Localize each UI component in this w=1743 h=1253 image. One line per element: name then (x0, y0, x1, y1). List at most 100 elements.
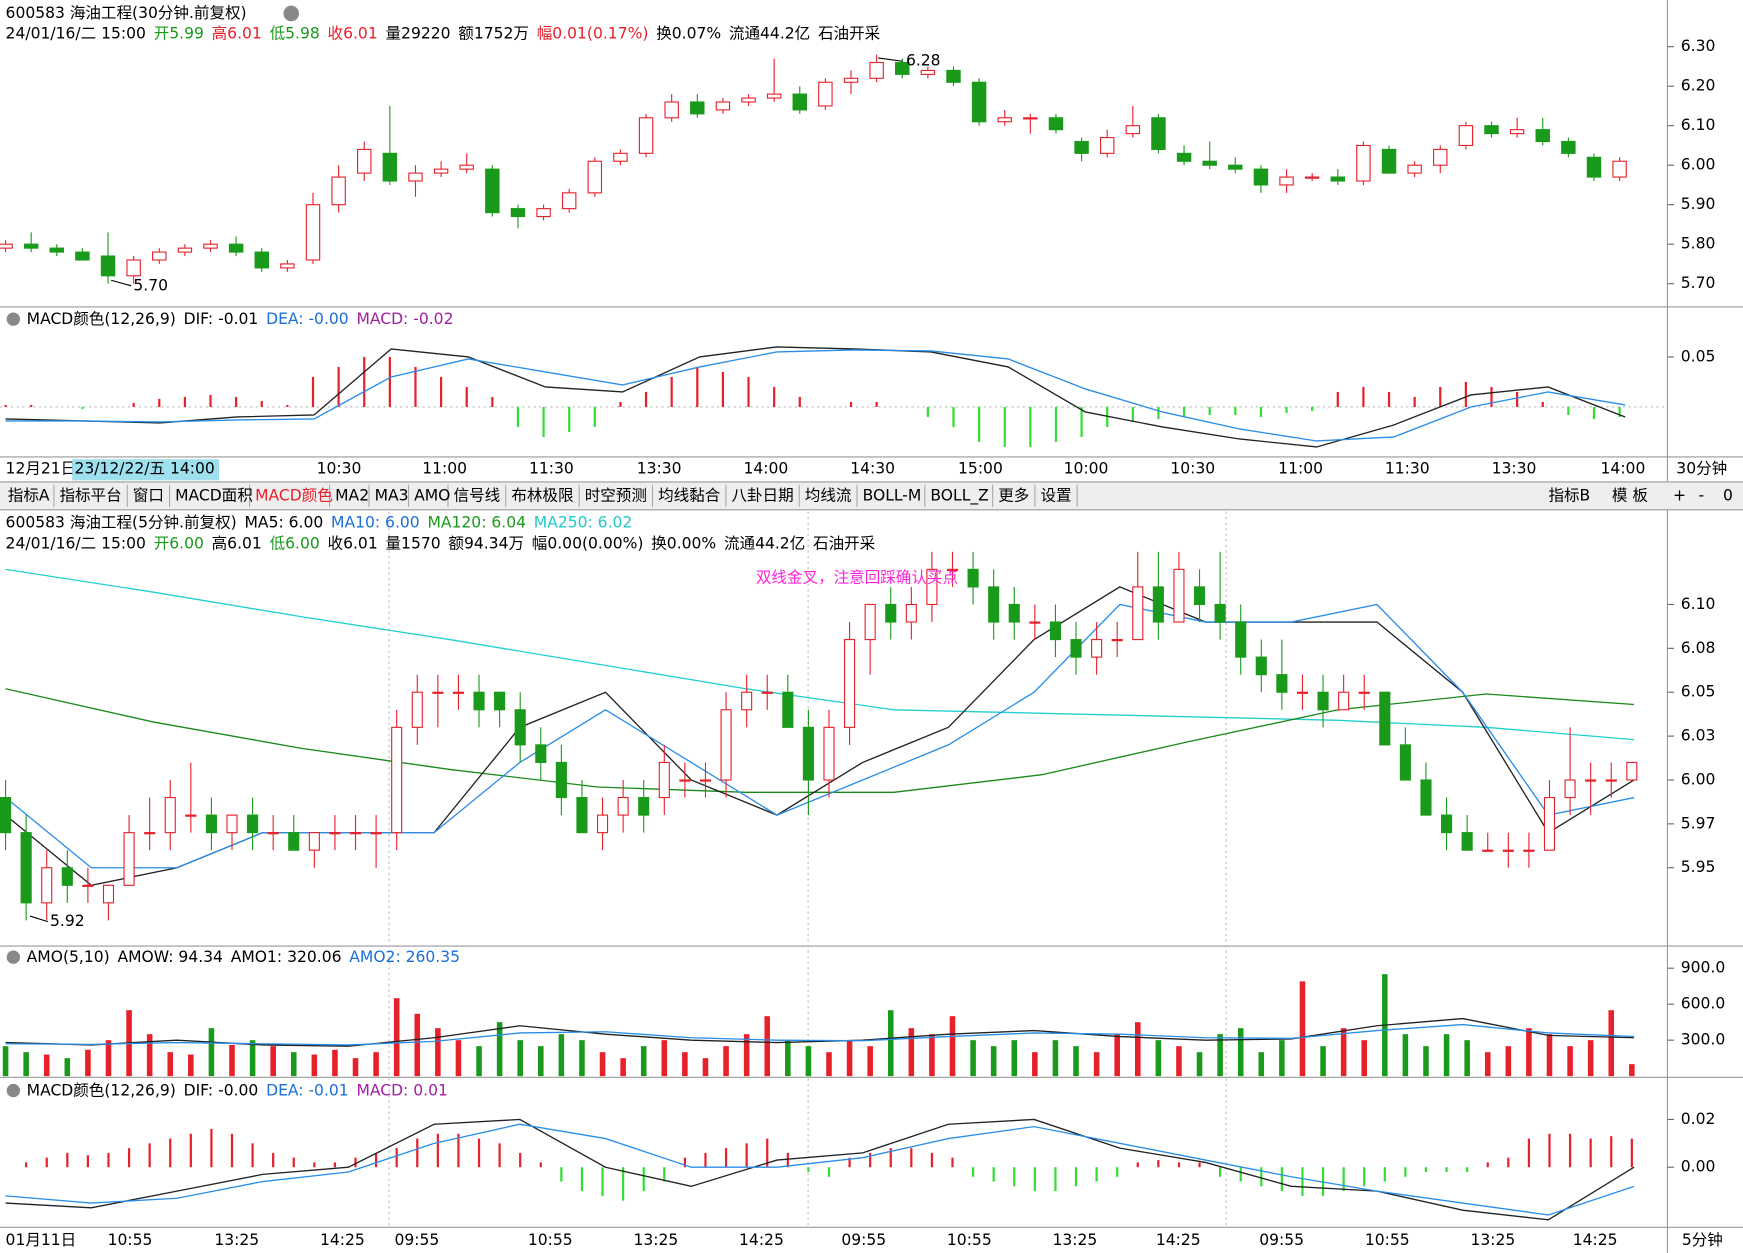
toolbar-button[interactable]: 更多 (998, 486, 1029, 504)
y-tick-label: 6.30 (1681, 37, 1716, 55)
toolbar-button[interactable]: MA3 (375, 486, 409, 504)
volume-bar (373, 1052, 379, 1077)
panel-icon[interactable] (6, 312, 21, 326)
volume-bar (579, 1040, 585, 1077)
toolbar-button[interactable]: 均线黏合 (658, 486, 721, 504)
candle-body (1564, 779, 1576, 799)
high-pointer (878, 57, 903, 62)
toolbar-button[interactable]: 窗口 (133, 486, 164, 504)
y-tick-label: 6.10 (1681, 116, 1716, 134)
candle-body (1048, 117, 1064, 131)
candle-body (1543, 796, 1556, 851)
header-row: 24/01/16/二 15:00 开6.00 高6.01 低6.00 收6.01 量157… (6, 534, 876, 552)
toolbar-button[interactable]: 0 (1723, 486, 1733, 504)
candle-body (1535, 129, 1550, 143)
toolbar-button[interactable]: BOLL_Z (930, 486, 988, 505)
candle-body (823, 726, 835, 781)
candle-body (1433, 148, 1448, 166)
header-row: 600583 海油工程(5分钟.前复权) MA5: 6.00 MA10: 6.00 M… (6, 513, 633, 531)
candle-body (1441, 814, 1453, 834)
y-tick-label: 0.05 (1681, 347, 1716, 365)
toolbar-button[interactable]: 设置 (1040, 486, 1071, 504)
volume-bar (887, 1010, 894, 1077)
y-tick-label: 6.10 (1681, 595, 1716, 613)
volume-bar (1258, 1052, 1265, 1077)
x-tick-label: 13:25 (1053, 1231, 1098, 1249)
candle-body (152, 251, 167, 261)
toolbar-button[interactable]: 八卦日期 (731, 486, 793, 504)
toolbar-button[interactable]: MACD面积 (175, 486, 253, 504)
candle-body (41, 867, 53, 904)
volume-bar (249, 1040, 256, 1077)
candle-body (1235, 621, 1247, 658)
volume-bar (908, 1028, 915, 1077)
candle-body (23, 243, 39, 249)
panel-icon[interactable] (6, 1083, 21, 1098)
candle-body (1381, 148, 1397, 174)
x-tick-label: 14:00 (1601, 460, 1646, 478)
indicator-line (5, 346, 1626, 448)
candle-body (1049, 621, 1061, 641)
toolbar-button[interactable]: MACD颜色 (255, 486, 333, 504)
period-label: 5分钟 (1682, 1231, 1723, 1249)
candle-body (818, 81, 833, 107)
volume-bar (1279, 1040, 1285, 1077)
candle-body (494, 691, 506, 711)
indicator-line (5, 568, 1635, 741)
toolbar-button[interactable]: BOLL-M (863, 486, 922, 504)
toolbar-button[interactable]: + (1673, 486, 1686, 504)
candle-body (1228, 164, 1243, 170)
candle-body (988, 586, 1000, 623)
candle-body (280, 263, 295, 269)
candle-body (1253, 168, 1269, 186)
candle-body (741, 691, 753, 711)
indicator-line (5, 688, 1635, 793)
header-field: 24/01/16/二 15:00 (6, 24, 146, 42)
candle-body (761, 691, 773, 694)
toolbar-button[interactable]: 时空预测 (585, 486, 647, 504)
x-tick-label: 11:30 (529, 460, 574, 478)
volume-bar (640, 1046, 647, 1077)
toolbar-button[interactable]: 均线流 (805, 486, 852, 504)
volume-bar (1484, 1052, 1491, 1077)
candle-body (536, 208, 551, 218)
candle-body (766, 93, 782, 99)
header-field: 24/01/16/二 15:00 (6, 534, 146, 552)
x-tick-label: 13:30 (637, 460, 682, 478)
y-tick-label: 5.90 (1681, 195, 1716, 213)
toolbar-button[interactable]: AMO (414, 486, 450, 504)
candle-body (254, 251, 269, 269)
header-field: MA5: 6.00 (245, 513, 324, 531)
toolbar-button[interactable]: - (1699, 486, 1705, 504)
x-tick-label: 11:30 (1385, 460, 1430, 478)
indicator-line (5, 1017, 1635, 1047)
toolbar-button[interactable]: 指标A (8, 486, 50, 504)
y-tick-label: 5.95 (1681, 858, 1716, 876)
candle-body (247, 814, 259, 834)
candle-body (1338, 691, 1350, 711)
toolbar-button[interactable]: MA2 (335, 486, 369, 504)
panel-icon[interactable] (6, 950, 21, 964)
volume-bar (1443, 1034, 1450, 1077)
candle-body (1482, 849, 1494, 852)
volume-bar (1546, 1034, 1553, 1077)
candle-body (408, 172, 423, 182)
y-tick-label: 5.97 (1681, 814, 1716, 832)
toolbar-button[interactable]: 指标平台 (59, 486, 121, 504)
toolbar-button[interactable]: 布林极限 (511, 486, 573, 504)
candle-body (100, 255, 116, 277)
candle-body (1176, 152, 1192, 162)
toolbar-button[interactable]: 指标B (1548, 486, 1590, 504)
x-tick-label: 10:55 (1365, 1231, 1410, 1249)
dropdown-icon[interactable] (283, 5, 300, 22)
toolbar-button[interactable]: 信号线 (454, 486, 501, 504)
toolbar-bg (0, 482, 1743, 510)
candle-body (613, 152, 628, 162)
header-row: 24/01/16/二 15:00 开5.99 高6.01 低5.98 收6.01 量292… (6, 24, 881, 42)
header-field: 幅0.00(0.00%) (532, 534, 644, 552)
toolbar-button[interactable]: 模 板 (1612, 486, 1648, 504)
low-pointer (29, 915, 48, 923)
candle-body (1358, 691, 1370, 694)
candle-body (1304, 176, 1320, 179)
x-tick-label: 14:25 (320, 1231, 365, 1249)
